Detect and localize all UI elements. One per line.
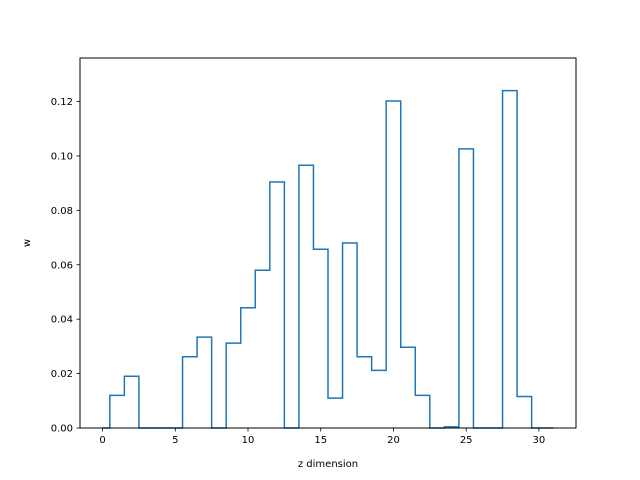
x-tick-label: 20	[387, 435, 400, 446]
plot-frame	[79, 57, 577, 429]
y-tick-label: 0.12	[51, 97, 73, 108]
y-axis-label: w	[22, 239, 33, 247]
y-tick-label: 0.06	[51, 260, 73, 271]
x-axis-label: z dimension	[298, 459, 358, 470]
y-tick-label: 0.00	[51, 424, 73, 435]
x-tick-label: 10	[242, 435, 255, 446]
y-tick-label: 0.02	[51, 369, 73, 380]
x-tick-label: 30	[533, 435, 546, 446]
y-tick-label: 0.08	[51, 206, 73, 217]
histogram-step-line	[102, 89, 554, 429]
x-tick-label: 5	[172, 435, 178, 446]
x-axis-ticks: 0 5 10 15 20 25 30	[99, 428, 545, 446]
y-tick-label: 0.10	[51, 151, 73, 162]
y-tick-label: 0.04	[51, 315, 73, 326]
x-tick-label: 25	[460, 435, 473, 446]
x-tick-label: 0	[99, 435, 105, 446]
y-axis-ticks: 0.00 0.02 0.04 0.06 0.08 0.10 0.12	[51, 97, 80, 435]
x-tick-label: 15	[314, 435, 327, 446]
